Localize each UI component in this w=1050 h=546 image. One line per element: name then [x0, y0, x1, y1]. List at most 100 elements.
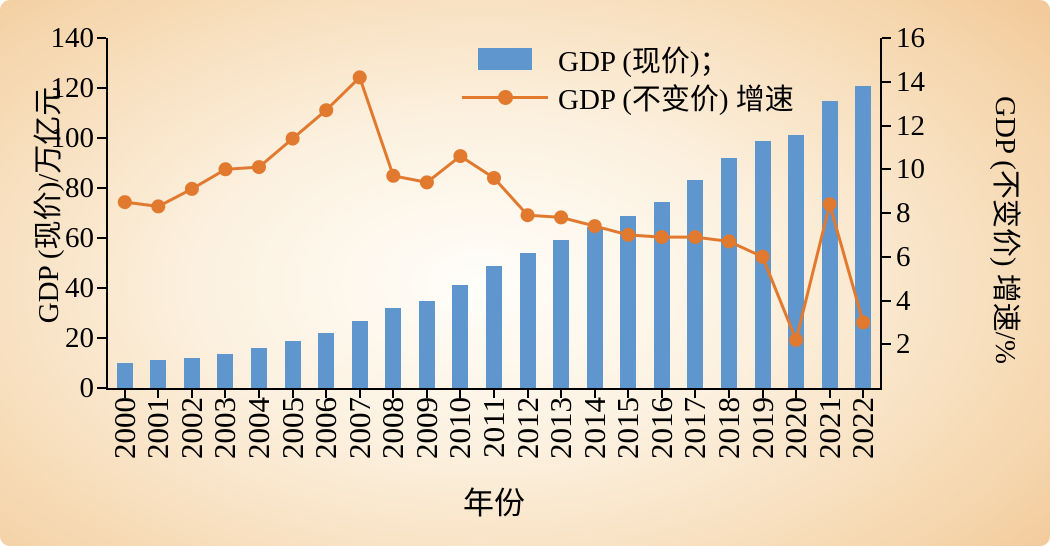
- x-axis-tick-label: 2019: [744, 397, 780, 459]
- left-axis-tick-label: 60: [65, 222, 94, 254]
- right-axis-tick-label: 14: [896, 65, 925, 98]
- x-axis-tick: [828, 390, 831, 398]
- gdp-bar: [553, 239, 570, 388]
- right-axis-tick-label: 4: [896, 284, 911, 317]
- x-axis-tick-label: 2008: [375, 397, 411, 459]
- line-marker: [252, 160, 266, 175]
- x-axis-tick-label: 2018: [710, 397, 746, 459]
- x-axis-tick-label: 2003: [207, 397, 243, 459]
- x-axis-tick-label: 2012: [509, 397, 545, 459]
- x-axis-tick: [660, 390, 663, 398]
- x-axis-tick-label: 2013: [543, 397, 579, 459]
- gdp-bar: [754, 141, 771, 388]
- right-axis-tick: [882, 343, 891, 346]
- right-axis-tick-label: 6: [896, 240, 911, 273]
- line-marker: [117, 195, 132, 210]
- x-axis-tick-label: 2005: [274, 397, 310, 459]
- x-axis-line: [106, 388, 882, 390]
- x-axis-tick-label: 2006: [308, 397, 344, 459]
- right-axis-tick: [882, 299, 891, 302]
- x-axis-tick: [224, 390, 227, 398]
- line-marker: [722, 234, 736, 249]
- x-axis-tick: [258, 390, 261, 398]
- line-marker: [419, 175, 434, 190]
- left-axis-tick: [97, 137, 106, 139]
- right-axis-tick-label: 10: [896, 153, 925, 186]
- x-axis-tick: [358, 390, 361, 398]
- right-axis-tick-label: 8: [896, 197, 911, 229]
- line-marker: [520, 208, 535, 223]
- line-marker: [654, 230, 669, 245]
- x-axis-tick: [761, 390, 764, 398]
- legend-label-growth: GDP (不变价) 增速: [558, 84, 794, 116]
- left-axis-tick-label: 120: [50, 72, 95, 104]
- right-axis-line: [880, 38, 882, 390]
- legend-item-gdp: GDP (现价)；: [462, 40, 794, 78]
- right-axis-tick: [882, 168, 891, 171]
- x-axis-tick: [425, 390, 428, 398]
- right-axis-tick: [882, 37, 891, 39]
- gdp-bar: [720, 158, 737, 388]
- x-axis-tick-label: 2016: [643, 397, 679, 459]
- x-axis-tick: [123, 390, 126, 398]
- line-marker: [487, 171, 501, 185]
- line-marker: [319, 103, 334, 118]
- x-axis-tick: [325, 390, 328, 398]
- gdp-bar-series: [108, 38, 880, 388]
- gdp-bar: [183, 357, 200, 388]
- line-marker: [218, 162, 233, 177]
- legend: GDP (现价)； GDP (不变价) 增速: [462, 40, 794, 116]
- x-axis-tick: [795, 390, 798, 398]
- right-axis-title: GDP (不变价) 增速/%: [989, 96, 1021, 364]
- growth-line-series: [117, 70, 871, 347]
- x-axis-tick: [392, 390, 395, 398]
- left-axis-tick: [97, 387, 106, 389]
- x-axis-tick: [560, 390, 563, 398]
- left-axis-tick-label: 140: [50, 22, 95, 54]
- gdp-bar: [284, 341, 301, 388]
- x-axis-tick-label: 2017: [677, 397, 713, 459]
- line-marker: [352, 70, 367, 85]
- legend-item-growth: GDP (不变价) 增速: [462, 78, 794, 116]
- left-axis-tick: [97, 37, 106, 39]
- x-axis-tick: [862, 390, 865, 398]
- left-axis-tick-label: 20: [65, 322, 94, 354]
- gdp-bar: [653, 201, 670, 388]
- left-axis-tick-label: 40: [65, 272, 94, 304]
- left-axis-tick: [97, 87, 106, 89]
- right-axis-tick-label: 12: [896, 109, 925, 142]
- line-marker: [554, 210, 569, 225]
- gdp-bar: [150, 360, 167, 388]
- line-marker: [789, 332, 804, 347]
- left-axis-tick-label: 80: [65, 172, 94, 204]
- x-axis-tick-label: 2007: [341, 397, 377, 459]
- x-axis-tick-label: 2011: [476, 397, 511, 458]
- left-axis-tick-label: 100: [50, 122, 95, 154]
- gdp-bar: [519, 253, 536, 388]
- right-axis-tick: [882, 80, 891, 83]
- x-axis-tick: [190, 390, 193, 398]
- gdp-bar: [385, 308, 402, 388]
- right-axis-tick-label: 2: [896, 328, 911, 361]
- x-axis-tick-label: 2009: [408, 397, 444, 459]
- gdp-bar: [821, 100, 838, 388]
- bar-swatch-fill: [478, 48, 532, 70]
- left-axis-tick: [97, 337, 106, 339]
- x-axis-title: 年份: [463, 486, 525, 521]
- gdp-bar: [351, 320, 368, 388]
- x-axis-tick-label: 2022: [845, 397, 881, 459]
- gdp-bar: [318, 333, 335, 388]
- x-axis-tick: [627, 390, 630, 398]
- right-axis-tick-label: 16: [896, 22, 925, 54]
- x-axis-tick-label: 2004: [241, 397, 277, 459]
- x-axis-tick-label: 2001: [140, 397, 176, 459]
- gdp-bar: [586, 227, 603, 388]
- x-axis-tick: [493, 390, 495, 398]
- line-marker: [386, 168, 401, 183]
- line-marker: [184, 181, 199, 196]
- x-axis-tick: [459, 390, 462, 398]
- x-axis-tick-label: 2021: [811, 397, 847, 459]
- left-axis-tick: [97, 187, 106, 189]
- x-axis-tick-label: 2020: [778, 397, 814, 459]
